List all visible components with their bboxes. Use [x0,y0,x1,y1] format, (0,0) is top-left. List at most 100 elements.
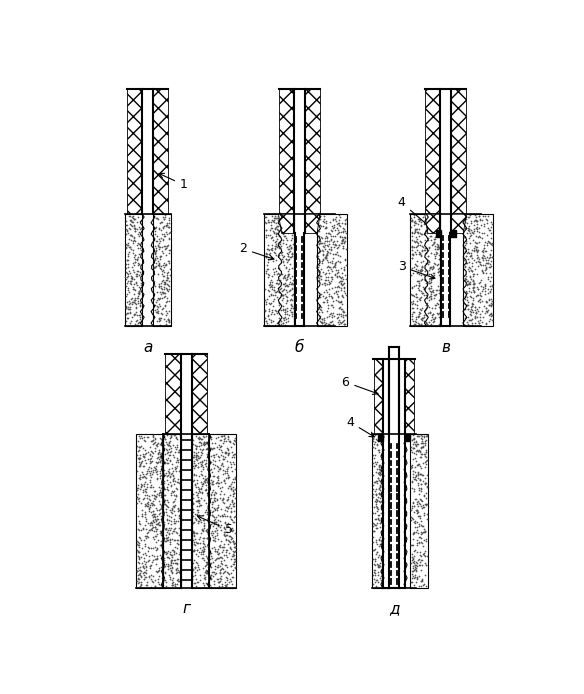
Point [324,227,333,238]
Point [224,444,233,455]
Point [151,235,161,246]
Point [376,572,385,583]
Point [369,492,378,503]
Point [464,248,474,259]
Point [223,448,232,459]
Point [148,434,158,446]
Point [485,224,494,235]
Point [127,296,137,307]
Point [475,276,484,287]
Point [134,293,143,304]
Point [324,284,333,295]
Point [154,259,164,270]
Point [370,519,380,530]
Point [464,264,473,275]
Point [200,473,210,484]
Point [155,444,164,455]
Point [157,457,166,468]
Point [319,312,329,323]
Point [152,253,162,264]
Point [269,301,278,312]
Point [407,216,416,227]
Point [328,222,338,233]
Point [199,463,208,474]
Point [130,226,140,237]
Point [169,496,178,507]
Point [131,223,140,234]
Point [314,226,324,237]
Point [420,242,430,253]
Point [419,507,429,518]
Point [133,539,142,550]
Point [228,457,237,468]
Point [134,539,143,550]
Point [122,289,131,300]
Point [383,579,392,590]
Point [163,482,172,493]
Point [166,516,176,527]
Point [430,241,440,252]
Point [373,439,382,450]
Point [174,512,183,523]
Point [140,461,149,472]
Point [148,448,158,459]
Point [479,220,489,231]
Point [147,471,156,482]
Point [208,525,217,536]
Point [166,507,176,518]
Point [464,226,474,237]
Point [145,470,155,481]
Point [222,544,231,555]
Point [373,434,383,446]
Point [200,438,209,449]
Point [143,527,152,538]
Point [172,484,182,495]
Point [173,576,183,587]
Point [159,464,169,475]
Point [272,305,281,316]
Point [485,250,495,261]
Point [369,469,378,480]
Point [416,270,426,281]
Point [194,500,203,511]
Point [281,239,290,250]
Point [155,473,164,484]
Point [130,232,139,243]
Point [373,561,383,572]
Point [328,271,337,282]
Point [175,510,184,521]
Point [135,449,145,460]
Point [138,468,148,480]
Point [472,245,481,256]
Point [413,527,423,539]
Point [419,502,429,513]
Point [206,505,215,516]
Point [192,489,201,500]
Point [464,282,474,294]
Point [380,516,389,527]
Point [420,498,430,509]
Point [152,543,162,554]
Point [287,282,297,294]
Point [157,514,166,525]
Point [161,500,171,511]
Point [217,434,226,446]
Point [368,570,377,581]
Point [213,561,222,573]
Point [122,267,131,278]
Point [226,499,235,510]
Point [152,300,161,311]
Point [416,251,425,262]
Point [140,448,150,459]
Point [162,228,171,239]
Point [148,432,158,443]
Point [173,446,183,457]
Point [157,499,166,510]
Point [166,523,176,534]
Point [142,479,151,490]
Point [411,462,420,473]
Point [164,545,173,557]
Point [189,536,199,548]
Point [485,280,494,291]
Point [223,455,232,466]
